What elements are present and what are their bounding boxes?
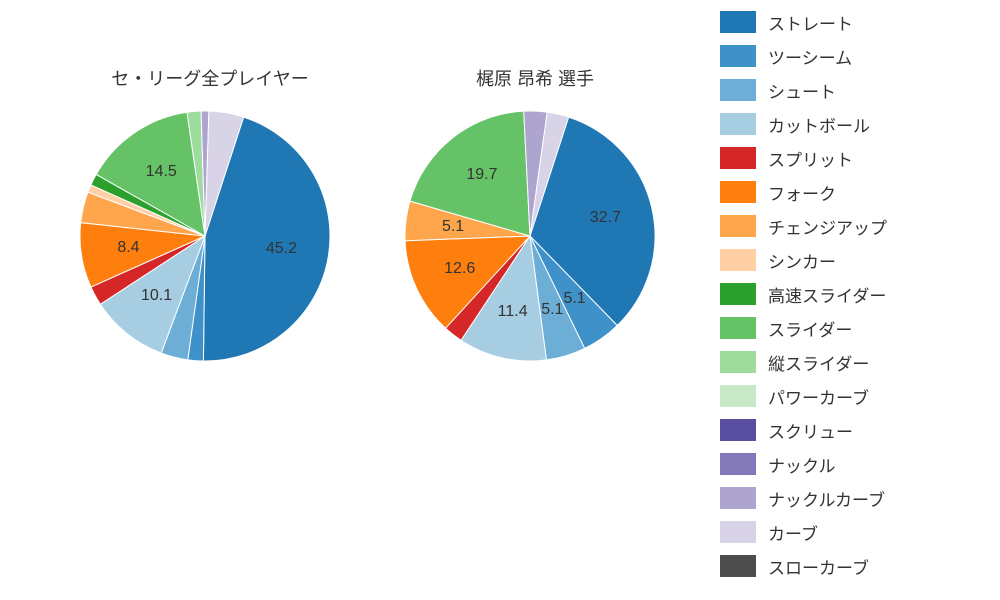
legend-swatch [720,79,756,101]
pie-svg [80,111,330,361]
legend-swatch [720,385,756,407]
legend-label: カーブ [768,520,818,545]
legend-label: カットボール [768,112,870,137]
slice-label: 12.6 [444,260,475,278]
legend-label: シュート [768,78,836,103]
legend-label: スクリュー [768,418,853,443]
legend-label: スライダー [768,316,852,341]
legend-item: パワーカーブ [720,379,980,413]
legend-item: スローカーブ [720,549,980,583]
legend-label: シンカー [768,248,836,273]
legend-swatch [720,215,756,237]
legend-swatch [720,147,756,169]
legend-item: フォーク [720,175,980,209]
legend-swatch [720,487,756,509]
legend-item: 縦スライダー [720,345,980,379]
chart-title: 梶原 昂希 選手 [385,65,685,91]
legend-label: ストレート [768,10,853,35]
legend-item: カットボール [720,107,980,141]
legend-label: ツーシーム [768,44,852,69]
pie-svg [405,111,655,361]
legend-label: ナックルカーブ [768,486,885,511]
legend-item: ツーシーム [720,39,980,73]
slice-label: 5.1 [442,218,464,236]
legend-swatch [720,181,756,203]
legend-label: ナックル [768,452,836,477]
legend-label: フォーク [768,180,836,205]
legend-swatch [720,249,756,271]
legend-item: スクリュー [720,413,980,447]
slice-label: 45.2 [266,240,297,258]
legend-item: 高速スライダー [720,277,980,311]
legend-item: ナックル [720,447,980,481]
chart-title: セ・リーグ全プレイヤー [60,65,360,91]
legend-swatch [720,317,756,339]
pie-wrap: 32.75.15.111.412.65.119.7 [405,111,665,371]
chart-container: セ・リーグ全プレイヤー 45.2 10.1 8.4 14.5 梶原 昂希 選手 32.7 5.… [0,0,1000,600]
legend-item: スプリット [720,141,980,175]
legend-label: スプリット [768,146,853,171]
legend-swatch [720,351,756,373]
legend-label: 高速スライダー [768,282,886,307]
legend-label: パワーカーブ [768,384,869,409]
legend-item: ナックルカーブ [720,481,980,515]
legend-item: カーブ [720,515,980,549]
slice-label: 14.5 [146,163,177,181]
pie-chart: セ・リーグ全プレイヤー 45.2 10.1 8.4 14.5 [60,65,360,371]
legend-item: スライダー [720,311,980,345]
slice-label: 5.1 [541,301,563,319]
legend-swatch [720,45,756,67]
legend-item: シンカー [720,243,980,277]
slice-label: 10.1 [141,287,172,305]
legend-label: チェンジアップ [768,214,887,239]
pie-chart: 梶原 昂希 選手32.75.15.111.412.65.119.7 [385,65,685,371]
legend-swatch [720,555,756,577]
slice-label: 11.4 [498,303,528,321]
legend-item: ストレート [720,5,980,39]
legend: ストレートツーシームシュートカットボールスプリットフォークチェンジアップシンカー… [720,5,980,583]
legend-swatch [720,453,756,475]
legend-item: シュート [720,73,980,107]
legend-swatch [720,521,756,543]
slice-label: 5.1 [563,290,585,308]
legend-swatch [720,113,756,135]
slice-label: 19.7 [466,166,497,184]
legend-label: 縦スライダー [768,350,869,375]
legend-swatch [720,11,756,33]
legend-label: スローカーブ [768,554,869,579]
legend-swatch [720,283,756,305]
slice-label: 32.7 [590,209,621,227]
legend-item: チェンジアップ [720,209,980,243]
pie-wrap: 45.2 10.1 8.4 14.5 [80,111,340,371]
legend-swatch [720,419,756,441]
slice-label: 8.4 [117,239,139,257]
